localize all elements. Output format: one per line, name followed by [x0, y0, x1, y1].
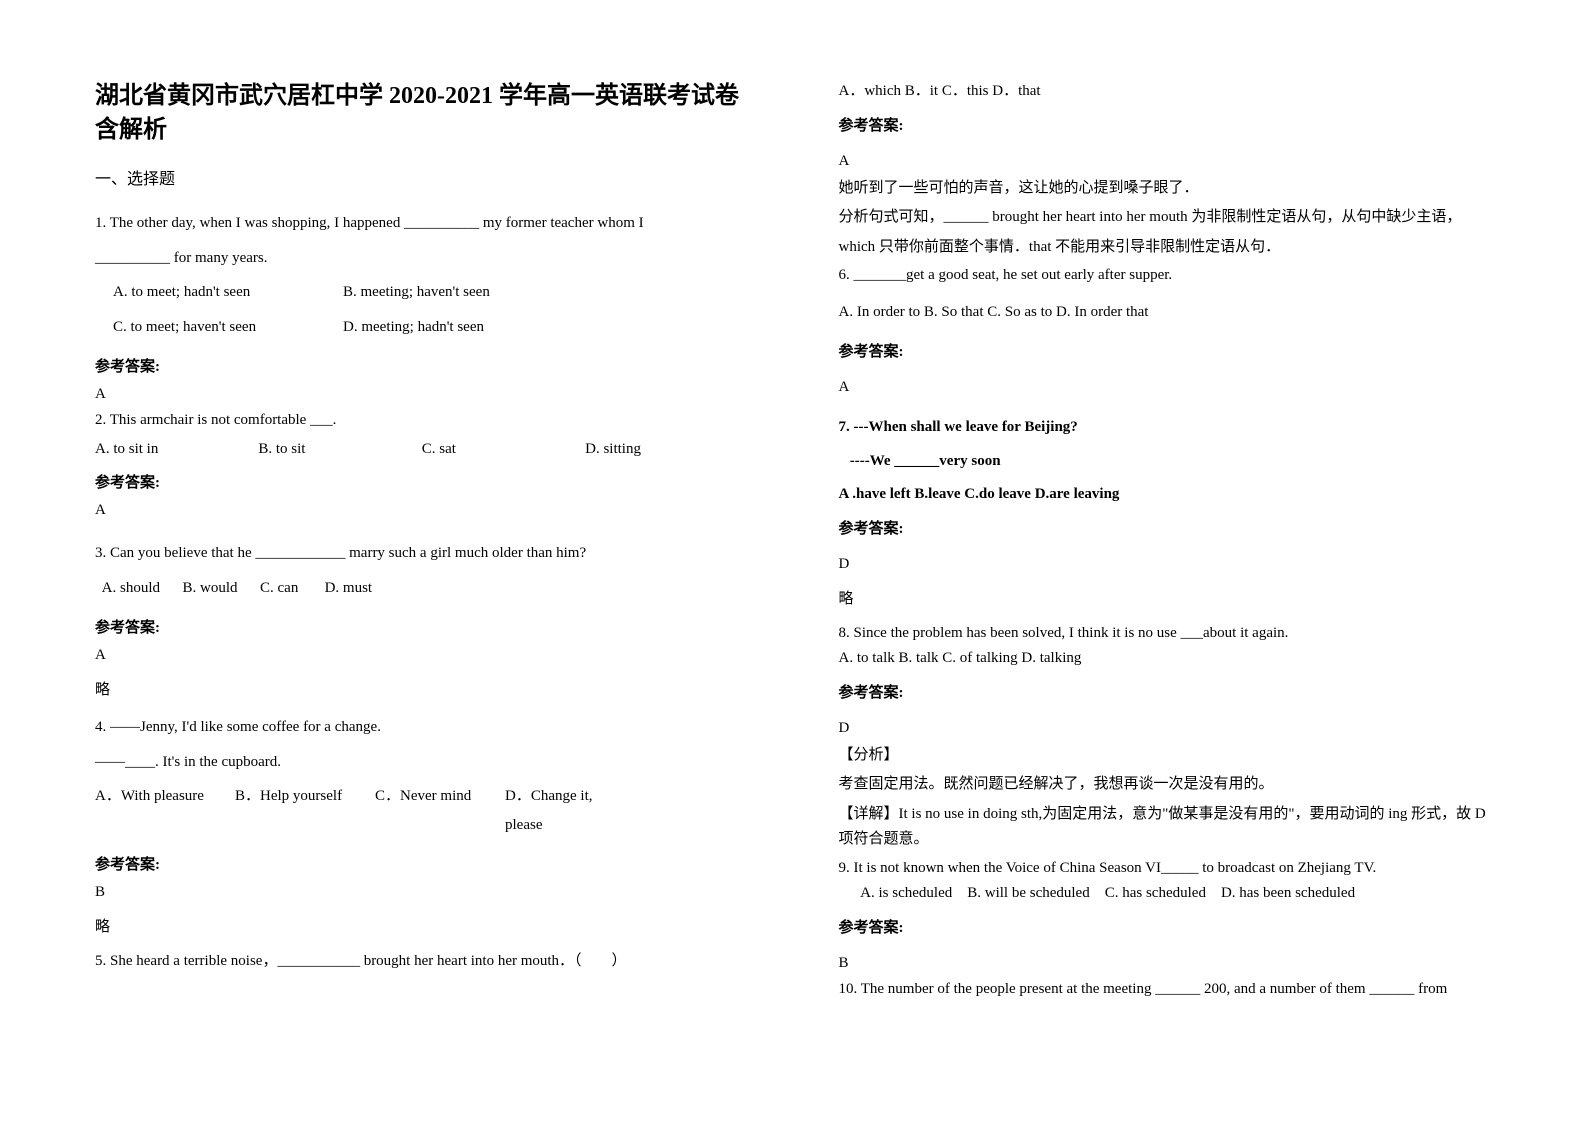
- q2-answer-label: 参考答案:: [95, 471, 749, 492]
- q2-optC: C. sat: [422, 435, 585, 464]
- q7-omit: 略: [839, 587, 1493, 608]
- q2-text: 2. This armchair is not comfortable ___.: [95, 409, 749, 432]
- q1-optC: C. to meet; haven't seen: [113, 313, 343, 342]
- q4-optB: B．Help yourself: [235, 782, 375, 839]
- q4-line1: 4. ——Jenny, I'd like some coffee for a c…: [95, 713, 749, 742]
- q4-answer: B: [95, 884, 749, 901]
- q3-options: A. should B. would C. can D. must: [95, 574, 749, 603]
- q5-text: 5. She heard a terrible noise，__________…: [95, 950, 749, 973]
- q2-optA: A. to sit in: [95, 435, 258, 464]
- q5-exp3: which 只带你前面整个事情．that 不能用来引导非限制性定语从句．: [839, 235, 1493, 261]
- q7-answer-label: 参考答案:: [839, 517, 1493, 538]
- q2-options: A. to sit in B. to sit C. sat D. sitting: [95, 435, 749, 464]
- q1-options-row2: C. to meet; haven't seen D. meeting; had…: [95, 313, 749, 342]
- q3-omit: 略: [95, 678, 749, 699]
- q1-answer-label: 参考答案:: [95, 355, 749, 376]
- q6-answer-label: 参考答案:: [839, 340, 1493, 361]
- q5-exp2: 分析句式可知，______ brought her heart into her…: [839, 205, 1493, 231]
- q2-optB: B. to sit: [258, 435, 421, 464]
- q3-answer-label: 参考答案:: [95, 616, 749, 637]
- q6-options: A. In order to B. So that C. So as to D.…: [839, 298, 1493, 327]
- q7-answer: D: [839, 556, 1493, 573]
- q8-answer-label: 参考答案:: [839, 681, 1493, 702]
- q2-optD: D. sitting: [585, 435, 748, 464]
- right-column: A．which B．it C．this D．that 参考答案: A 她听到了一…: [839, 80, 1493, 1082]
- q1-optB: B. meeting; haven't seen: [343, 278, 490, 307]
- q3-text: 3. Can you believe that he ____________ …: [95, 539, 749, 568]
- q3-answer: A: [95, 647, 749, 664]
- q2-answer: A: [95, 502, 749, 519]
- q4-omit: 略: [95, 915, 749, 936]
- q9-options: A. is scheduled B. will be scheduled C. …: [839, 882, 1493, 905]
- q8-exp2: 考查固定用法。既然问题已经解决了，我想再谈一次是没有用的。: [839, 772, 1493, 798]
- q8-exp3: 【详解】It is no use in doing sth,为固定用法，意为"做…: [839, 802, 1493, 853]
- q9-text: 9. It is not known when the Voice of Chi…: [839, 857, 1493, 880]
- q6-answer: A: [839, 379, 1493, 396]
- q5-exp1: 她听到了一些可怕的声音，这让她的心提到嗓子眼了．: [839, 176, 1493, 202]
- q1-line2: __________ for many years.: [95, 244, 749, 273]
- q8-options: A. to talk B. talk C. of talking D. talk…: [839, 647, 1493, 670]
- q4-optC: C．Never mind: [375, 782, 505, 839]
- left-column: 湖北省黄冈市武穴居杠中学 2020-2021 学年高一英语联考试卷含解析 一、选…: [95, 80, 749, 1082]
- q1-answer: A: [95, 386, 749, 403]
- q7-options: A .have left B.leave C.do leave D.are le…: [839, 483, 1493, 506]
- q4-answer-label: 参考答案:: [95, 853, 749, 874]
- q4-optD: D．Change it, please: [505, 782, 615, 839]
- q8-text: 8. Since the problem has been solved, I …: [839, 622, 1493, 645]
- section-heading: 一、选择题: [95, 165, 749, 189]
- q1-line1: 1. The other day, when I was shopping, I…: [95, 209, 749, 238]
- q1-optD: D. meeting; hadn't seen: [343, 313, 484, 342]
- q10-text: 10. The number of the people present at …: [839, 978, 1493, 1001]
- q7-line1: 7. ---When shall we leave for Beijing?: [839, 416, 1493, 439]
- q5-answer-label: 参考答案:: [839, 114, 1493, 135]
- q1-optA: A. to meet; hadn't seen: [113, 278, 343, 307]
- q5-answer: A: [839, 153, 1493, 170]
- q7-line2: ----We ______very soon: [839, 450, 1493, 473]
- q8-answer: D: [839, 720, 1493, 737]
- q4-options: A．With pleasure B．Help yourself C．Never …: [95, 782, 749, 839]
- document-title: 湖北省黄冈市武穴居杠中学 2020-2021 学年高一英语联考试卷含解析: [95, 80, 749, 147]
- q9-answer: B: [839, 955, 1493, 972]
- q4-line2: ——____. It's in the cupboard.: [95, 748, 749, 777]
- q8-exp1: 【分析】: [839, 743, 1493, 769]
- q4-optA: A．With pleasure: [95, 782, 235, 839]
- q6-text: 6. _______get a good seat, he set out ea…: [839, 264, 1493, 287]
- q1-options-row1: A. to meet; hadn't seen B. meeting; have…: [95, 278, 749, 307]
- q5-options: A．which B．it C．this D．that: [839, 80, 1493, 103]
- q9-answer-label: 参考答案:: [839, 916, 1493, 937]
